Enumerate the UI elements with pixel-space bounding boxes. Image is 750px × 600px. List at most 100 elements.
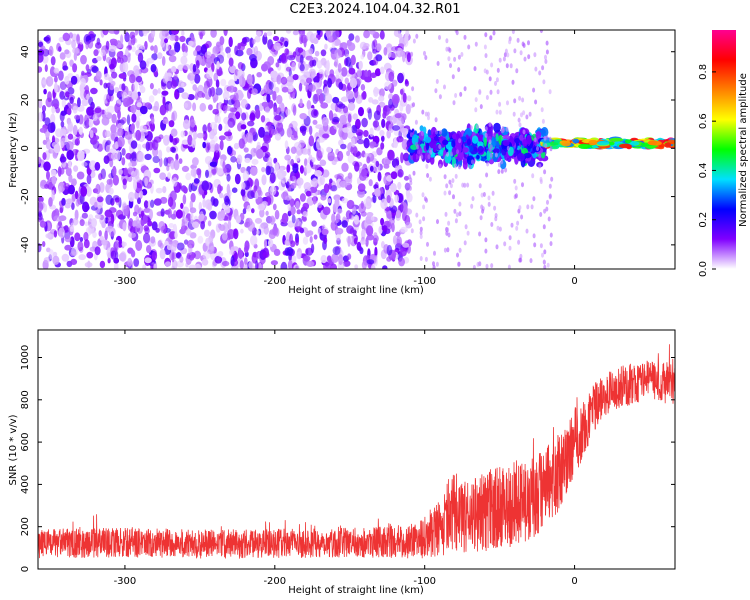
spectrogram-cell: [295, 200, 300, 210]
spectrogram-x-ticks: -300 -200 -100 0: [114, 30, 578, 287]
spectrogram-cell: [336, 123, 344, 128]
spectrogram-cell: [38, 196, 44, 203]
spectrogram-cell: [518, 122, 522, 128]
spectrogram-cell: [45, 130, 50, 138]
spectrogram-cell: [548, 183, 552, 189]
spectrogram-cell: [320, 102, 329, 109]
spectrogram-cell: [363, 137, 370, 149]
spectrogram-cell: [72, 105, 78, 114]
spectrogram-cell: [251, 158, 259, 165]
spectrogram-cell: [313, 234, 318, 240]
spectrogram-cell: [144, 153, 152, 161]
spectrogram-cell: [550, 176, 554, 182]
spectrogram-cell: [71, 178, 77, 186]
spectrogram-cell: [289, 233, 293, 245]
spectrogram-cell: [314, 50, 320, 57]
spectrogram-cell: [123, 61, 129, 73]
spectrogram-cell: [456, 252, 459, 258]
spectrogram-cell: [48, 45, 54, 57]
spectrogram-cell: [520, 214, 524, 220]
spectrogram-cell: [157, 240, 162, 248]
spectrogram-cell: [150, 116, 155, 125]
spectrogram-cell: [140, 210, 145, 217]
spectrogram-cell: [378, 95, 385, 102]
spectrogram-cell: [534, 99, 538, 105]
spectrogram-cell: [238, 138, 245, 149]
spectrogram-cell: [478, 231, 482, 237]
spectrogram-cell: [50, 113, 56, 125]
spectrogram-cell: [268, 81, 274, 90]
spectrogram-cell: [72, 124, 78, 136]
spectrogram-cell: [355, 151, 362, 159]
spectrogram-cell: [122, 178, 127, 186]
spectrogram-cell: [518, 205, 522, 211]
spectrogram-cell: [490, 263, 494, 269]
spectrogram-cell: [521, 182, 524, 188]
spectrogram-cell: [160, 208, 165, 217]
spectrogram-cell: [197, 169, 202, 179]
spectrogram-cell: [202, 124, 207, 134]
spectrogram-cell: [346, 225, 354, 234]
spectrogram-cell: [184, 45, 188, 54]
spectrogram-cell: [81, 98, 89, 107]
spectrogram-cell: [59, 156, 67, 163]
spectrogram-cell: [427, 115, 430, 121]
spectrogram-cell: [466, 138, 471, 146]
spectrogram-cell: [254, 178, 260, 190]
spectrogram-cell: [337, 62, 342, 73]
spectrogram-cell: [250, 235, 258, 246]
spectrogram-cell: [498, 57, 502, 63]
spectrogram-cell: [463, 240, 467, 246]
spectrogram-cell: [543, 264, 547, 269]
spectrogram-cell: [137, 151, 145, 163]
spectrogram-cell: [274, 209, 280, 220]
spectrogram-cell: [106, 178, 113, 185]
spectrogram-cell: [428, 176, 432, 182]
spectrogram-cell: [306, 77, 312, 84]
spectrogram-cell: [318, 69, 324, 75]
spectrogram-cell: [516, 37, 520, 43]
spectrogram-cell: [53, 82, 58, 93]
spectrogram-cell: [189, 119, 196, 128]
spectrogram-cell: [425, 142, 430, 151]
spectrogram-cell: [117, 136, 125, 148]
spectrogram-cell: [124, 32, 130, 43]
spectrogram-cell: [419, 226, 423, 232]
spectrogram-cell: [543, 135, 547, 141]
spectrogram-cell: [285, 30, 292, 34]
spectrogram-cell: [403, 175, 410, 181]
spectrogram-cell: [542, 79, 546, 85]
spectrogram-cell: [89, 130, 94, 139]
spectrogram-cell: [281, 86, 289, 93]
spectrogram-cell: [354, 87, 359, 99]
spectrogram-cell: [351, 124, 358, 134]
spectrogram-cell: [38, 243, 42, 253]
spectrogram-cell: [235, 215, 242, 224]
spectrogram-cell: [285, 108, 291, 116]
spectrogram-cell: [212, 46, 219, 57]
spectrogram-cell: [419, 125, 424, 132]
spectrogram-cell: [372, 120, 380, 128]
x-tick-label: 0: [571, 576, 577, 587]
spectrogram-cell: [104, 130, 111, 138]
spectrogram-cell: [188, 183, 193, 193]
spectrogram-cell: [368, 179, 373, 187]
colorbar-tick-label: 0.0: [698, 261, 709, 277]
spectrogram-cell: [323, 261, 331, 269]
spectrogram-cell: [111, 133, 116, 140]
spectrogram-cell: [347, 172, 353, 180]
spectrogram-cell: [130, 249, 136, 258]
spectrogram-cell: [197, 235, 204, 244]
spectrogram-cell: [221, 232, 228, 241]
spectrogram-cell: [68, 160, 72, 169]
spectrogram-cell: [522, 129, 526, 135]
spectrogram-cell: [448, 47, 452, 53]
spectrogram-cell: [392, 235, 397, 245]
spectrogram-cell: [505, 126, 509, 132]
spectrogram-cell: [371, 40, 376, 52]
spectrogram-cell: [578, 143, 591, 149]
spectrogram-cell: [422, 216, 426, 222]
spectrogram-cell: [161, 90, 169, 96]
spectrogram-cell: [318, 93, 324, 104]
spectrogram-cell: [496, 225, 500, 231]
